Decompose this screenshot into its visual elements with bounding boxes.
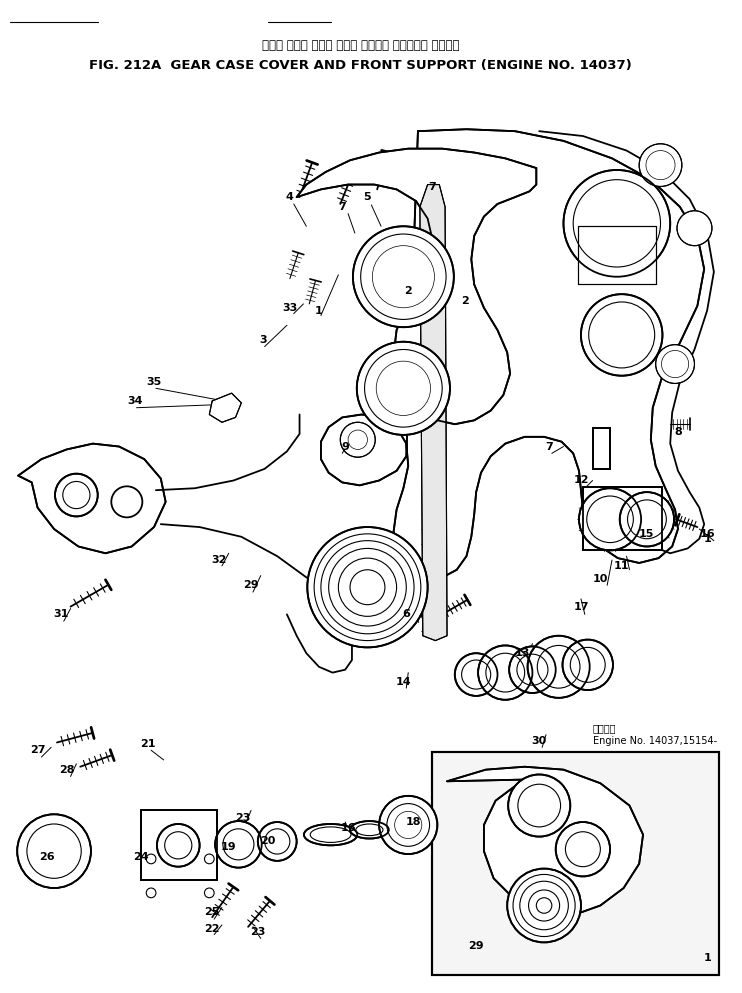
Text: 12: 12: [574, 476, 588, 486]
Text: 17: 17: [574, 602, 588, 612]
Circle shape: [677, 211, 712, 245]
Text: Engine No. 14037,15154-: Engine No. 14037,15154-: [593, 736, 717, 746]
Text: 23: 23: [250, 926, 266, 936]
Text: 22: 22: [205, 923, 220, 933]
Text: 9: 9: [341, 442, 349, 452]
Text: 16: 16: [341, 823, 356, 833]
Polygon shape: [321, 129, 704, 578]
Text: 13: 13: [515, 648, 531, 658]
Circle shape: [581, 294, 663, 375]
Text: 33: 33: [282, 303, 298, 313]
Circle shape: [55, 474, 98, 516]
Text: 10: 10: [593, 575, 608, 585]
Text: 25: 25: [205, 908, 220, 918]
Text: 2: 2: [461, 296, 468, 306]
Text: 7: 7: [338, 202, 346, 212]
Circle shape: [639, 144, 682, 187]
Text: 29: 29: [243, 580, 259, 590]
Text: FIG. 212A  GEAR CASE COVER AND FRONT SUPPORT (ENGINE NO. 14037): FIG. 212A GEAR CASE COVER AND FRONT SUPP…: [89, 59, 632, 71]
Bar: [583, 488, 663, 550]
Polygon shape: [297, 149, 536, 424]
Text: 3: 3: [259, 335, 266, 345]
Text: 1: 1: [315, 306, 323, 316]
Circle shape: [562, 639, 613, 690]
Circle shape: [508, 869, 581, 942]
Text: 19: 19: [221, 842, 237, 852]
Ellipse shape: [304, 824, 358, 845]
Text: 34: 34: [127, 396, 142, 406]
Text: 35: 35: [146, 376, 162, 386]
Circle shape: [508, 775, 571, 836]
Circle shape: [215, 821, 262, 868]
Text: 適用号機: 適用号機: [593, 723, 616, 733]
Text: 16: 16: [699, 529, 715, 539]
Circle shape: [620, 493, 674, 546]
Text: ギヤー ケース カバー および フロント サポート・ 適用号機: ギヤー ケース カバー および フロント サポート・ 適用号機: [262, 40, 459, 53]
Text: 20: 20: [260, 836, 275, 846]
Text: 31: 31: [53, 610, 68, 620]
Bar: [593, 428, 610, 469]
Polygon shape: [420, 185, 447, 640]
Circle shape: [563, 170, 670, 277]
Circle shape: [157, 824, 200, 867]
Circle shape: [357, 342, 450, 435]
Text: 18: 18: [405, 817, 421, 827]
Text: 1: 1: [703, 953, 711, 963]
Circle shape: [478, 645, 533, 700]
Bar: [142, 810, 217, 880]
Circle shape: [556, 822, 610, 877]
Text: 2: 2: [404, 286, 412, 296]
Text: 14: 14: [395, 677, 411, 687]
Polygon shape: [18, 444, 165, 553]
Circle shape: [528, 636, 590, 698]
Circle shape: [307, 527, 427, 647]
Text: 32: 32: [211, 555, 227, 565]
Polygon shape: [447, 767, 643, 916]
Circle shape: [579, 489, 641, 550]
Circle shape: [17, 814, 91, 888]
Text: 8: 8: [674, 427, 682, 437]
Polygon shape: [209, 393, 241, 422]
Text: 11: 11: [614, 561, 629, 571]
Circle shape: [341, 422, 375, 457]
Bar: [433, 752, 719, 975]
Bar: [578, 226, 656, 284]
Text: 7: 7: [429, 183, 436, 193]
Text: 23: 23: [236, 813, 251, 823]
Text: 24: 24: [134, 852, 149, 862]
Circle shape: [656, 345, 695, 383]
Circle shape: [455, 653, 497, 696]
Ellipse shape: [350, 821, 389, 838]
Bar: [578, 226, 656, 284]
Circle shape: [257, 822, 297, 861]
Text: 15: 15: [638, 529, 654, 539]
Text: 6: 6: [402, 610, 410, 620]
Bar: [593, 428, 610, 469]
Circle shape: [509, 646, 556, 693]
Circle shape: [353, 226, 454, 327]
Bar: [433, 752, 719, 975]
Text: 26: 26: [39, 852, 55, 862]
Text: 1: 1: [703, 533, 711, 544]
Bar: [142, 810, 217, 880]
Text: 30: 30: [531, 736, 547, 746]
Bar: [583, 488, 663, 550]
Text: 7: 7: [545, 442, 553, 452]
Text: 28: 28: [59, 765, 74, 775]
Text: 21: 21: [140, 740, 156, 750]
Text: 27: 27: [30, 745, 45, 756]
Text: 29: 29: [468, 941, 484, 951]
Text: 5: 5: [364, 193, 371, 203]
Circle shape: [379, 795, 437, 854]
Text: 4: 4: [286, 193, 294, 203]
